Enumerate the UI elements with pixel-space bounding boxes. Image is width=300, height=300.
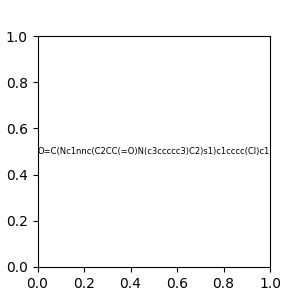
- Text: O=C(Nc1nnc(C2CC(=O)N(c3ccccc3)C2)s1)c1cccc(Cl)c1: O=C(Nc1nnc(C2CC(=O)N(c3ccccc3)C2)s1)c1cc…: [38, 147, 270, 156]
